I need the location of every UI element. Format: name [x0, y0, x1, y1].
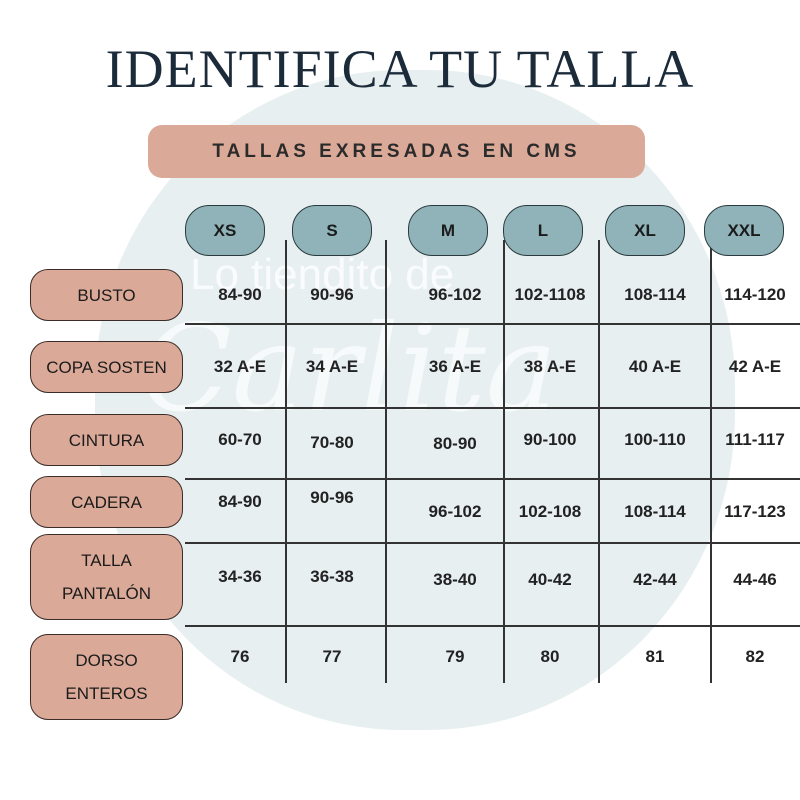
cell-value: 90-96 — [310, 285, 354, 304]
cell-value: 114-120 — [724, 285, 786, 304]
cell-value: 102-108 — [518, 502, 582, 521]
cell-value: 40-42 — [528, 570, 572, 589]
cell-value: 79 — [445, 647, 465, 666]
cell-value: 102-1108 — [514, 285, 586, 304]
watermark: Lo tiendito de — [190, 250, 455, 299]
cell-value: 80 — [540, 647, 560, 666]
title: IDENTIFICA TU TALLA — [105, 39, 695, 99]
cell-value: 44-46 — [733, 570, 777, 589]
cell-value: 80-90 — [433, 434, 477, 453]
cell-value: 42 A-E — [728, 357, 782, 376]
row-label: CINTURA — [30, 414, 183, 466]
background-blob — [95, 70, 735, 730]
cell-value: 77 — [322, 647, 342, 666]
cell-value: 96-102 — [428, 285, 482, 304]
cell-value: 38-40 — [433, 570, 477, 589]
size-header: S — [292, 205, 372, 256]
cell-value: 34-36 — [218, 567, 262, 586]
cell-value: 90-96 — [310, 488, 354, 507]
cell-value: 108-114 — [624, 502, 686, 521]
size-header: L — [503, 205, 583, 256]
cell-value: 42-44 — [633, 570, 677, 589]
cell-value: 70-80 — [310, 433, 354, 452]
grid-line — [185, 478, 800, 480]
row-label: COPA SOSTEN — [30, 341, 183, 393]
cell-value: 38 A-E — [523, 357, 577, 376]
size-header: M — [408, 205, 488, 256]
cell-value: 108-114 — [624, 285, 686, 304]
row-label: CADERA — [30, 476, 183, 528]
cell-value: 84-90 — [218, 492, 262, 511]
row-label: TALLA PANTALÓN — [30, 534, 183, 620]
cell-value: 90-100 — [523, 430, 577, 449]
cell-value: 100-110 — [624, 430, 686, 449]
cell-value: 32 A-E — [213, 357, 267, 376]
grid-line — [598, 240, 600, 683]
row-label: BUSTO — [30, 269, 183, 321]
cell-value: 84-90 — [218, 285, 262, 304]
cell-value: 81 — [645, 647, 665, 666]
grid-line — [185, 542, 800, 544]
size-header: XXL — [704, 205, 784, 256]
cell-value: 34 A-E — [305, 357, 359, 376]
cell-value: 60-70 — [218, 430, 262, 449]
grid-line — [285, 240, 287, 683]
grid-line — [185, 625, 800, 627]
grid-line — [185, 407, 800, 409]
subtitle: TALLAS EXRESADAS EN CMS — [148, 125, 645, 178]
cell-value: 117-123 — [724, 502, 786, 521]
cell-value: 36 A-E — [428, 357, 482, 376]
grid-line — [710, 240, 712, 683]
grid-line — [503, 240, 505, 683]
grid-line — [185, 323, 800, 325]
cell-value: 76 — [230, 647, 250, 666]
grid-line — [385, 240, 387, 683]
cell-value: 40 A-E — [628, 357, 682, 376]
cell-value: 82 — [745, 647, 765, 666]
row-label: DORSO ENTEROS — [30, 634, 183, 720]
cell-value: 36-38 — [310, 567, 354, 586]
cell-value: 96-102 — [428, 502, 482, 521]
size-header: XS — [185, 205, 265, 256]
size-header: XL — [605, 205, 685, 256]
cell-value: 111-117 — [725, 430, 785, 449]
